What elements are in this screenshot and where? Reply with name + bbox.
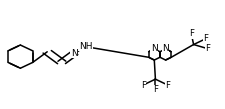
Text: F: F [202,34,207,43]
Text: N: N [70,49,77,58]
Text: N: N [150,44,157,53]
Text: NH: NH [79,42,92,51]
Text: F: F [205,44,210,53]
Text: N: N [162,44,168,53]
Text: F: F [140,81,145,89]
Text: F: F [152,85,157,94]
Text: F: F [188,29,193,38]
Text: F: F [164,81,169,89]
